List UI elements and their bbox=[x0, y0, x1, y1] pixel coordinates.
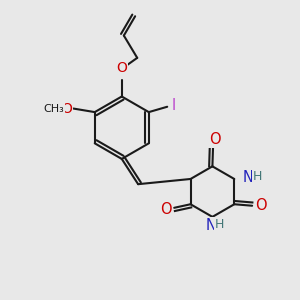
Text: H: H bbox=[214, 218, 224, 231]
Text: CH₃: CH₃ bbox=[44, 103, 64, 113]
Text: N: N bbox=[243, 170, 254, 185]
Text: O: O bbox=[209, 132, 220, 147]
Text: O: O bbox=[116, 61, 127, 75]
Text: H: H bbox=[253, 169, 262, 182]
Text: O: O bbox=[61, 101, 72, 116]
Text: O: O bbox=[160, 202, 172, 217]
Text: I: I bbox=[172, 98, 176, 113]
Text: O: O bbox=[255, 198, 266, 213]
Text: N: N bbox=[206, 218, 216, 233]
